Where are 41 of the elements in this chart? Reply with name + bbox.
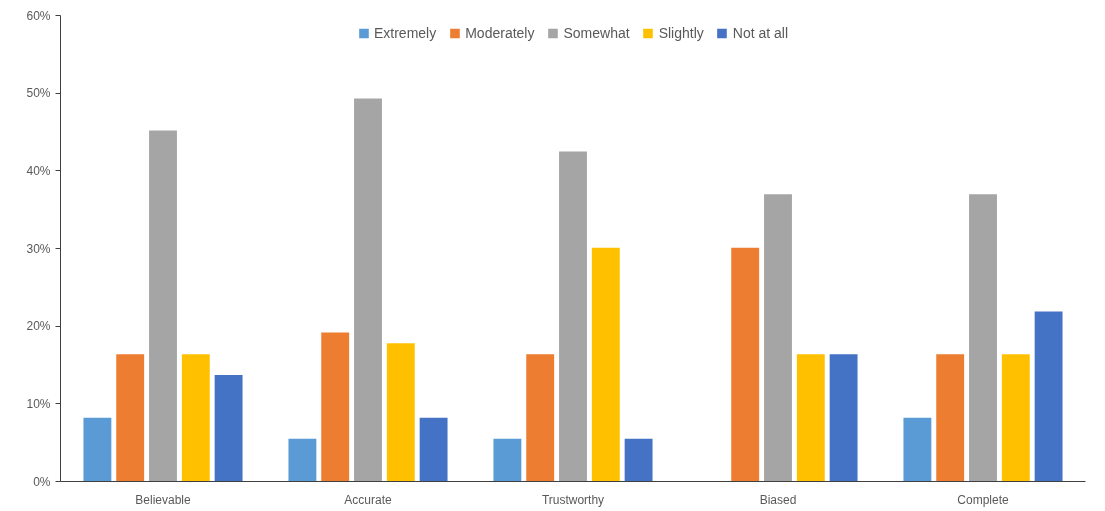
x-tick-label: Accurate [344, 492, 392, 507]
bar [116, 354, 145, 482]
bar [796, 354, 825, 482]
x-tick-label: Complete [957, 492, 1009, 507]
y-tick-label: 30% [26, 241, 51, 256]
bar [591, 247, 620, 482]
bar [969, 194, 997, 482]
bar [214, 375, 243, 482]
y-tick-label: 40% [26, 163, 51, 178]
bar [526, 354, 555, 482]
x-tick-label: Trustworthy [541, 492, 605, 507]
y-tick-label: 0% [33, 474, 51, 489]
bar [149, 130, 177, 482]
bar [903, 417, 932, 482]
bar [419, 417, 448, 482]
bar [1001, 354, 1030, 482]
bar [829, 354, 858, 482]
bar [1034, 311, 1063, 482]
bar [288, 438, 317, 482]
y-tick-label: 60% [26, 8, 51, 23]
bar [559, 151, 587, 482]
legend-label: Not at all [732, 25, 789, 41]
bar [181, 354, 210, 482]
x-tick-label: Biased [759, 492, 797, 507]
bar [83, 417, 112, 482]
legend-label: Somewhat [563, 25, 630, 41]
bar [493, 438, 522, 482]
y-tick-label: 10% [26, 396, 51, 411]
legend-label: Extremely [373, 25, 437, 41]
y-tick-label: 50% [26, 86, 51, 101]
bar [354, 98, 382, 482]
x-tick-label: Believable [135, 492, 192, 507]
y-tick-label: 20% [26, 319, 51, 334]
bar [731, 247, 760, 482]
bar [624, 438, 653, 482]
legend-label: Moderately [465, 25, 535, 41]
bar [386, 343, 415, 482]
legend-label: Slightly [658, 25, 704, 41]
bar [936, 354, 965, 482]
bar [321, 332, 350, 482]
bar [764, 194, 792, 482]
